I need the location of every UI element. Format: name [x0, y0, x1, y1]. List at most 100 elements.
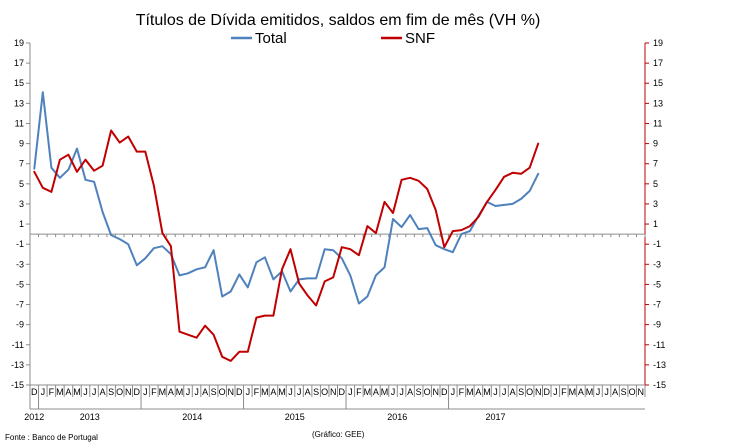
- month-label: M: [483, 387, 491, 397]
- month-label: F: [151, 387, 157, 397]
- month-label: J: [451, 387, 456, 397]
- left-tick-label: 3: [19, 199, 24, 209]
- month-label: M: [261, 387, 269, 397]
- month-label: A: [407, 387, 413, 397]
- month-label: O: [116, 387, 123, 397]
- right-tick-label: -9: [653, 320, 661, 330]
- month-label: A: [270, 387, 276, 397]
- month-label: S: [621, 387, 627, 397]
- month-label: M: [569, 387, 577, 397]
- month-label: A: [65, 387, 71, 397]
- month-label: M: [176, 387, 184, 397]
- right-tick-label: -5: [653, 279, 661, 289]
- series: [33, 91, 540, 362]
- month-label: S: [108, 387, 114, 397]
- left-tick-label: 11: [15, 118, 24, 128]
- month-label: A: [168, 387, 174, 397]
- series-line-snf: [33, 129, 540, 362]
- month-label: M: [466, 387, 474, 397]
- month-label: D: [339, 387, 346, 397]
- month-label: N: [125, 387, 132, 397]
- month-label: M: [278, 387, 286, 397]
- month-label: D: [31, 387, 38, 397]
- month-label: J: [399, 387, 404, 397]
- month-label: J: [246, 387, 251, 397]
- right-tick-label: 5: [653, 179, 658, 189]
- month-label: F: [49, 387, 55, 397]
- month-label: J: [297, 387, 302, 397]
- month-label: O: [526, 387, 533, 397]
- month-label: D: [134, 387, 141, 397]
- left-tick-label: 13: [14, 98, 24, 108]
- right-tick-label: 17: [653, 58, 663, 68]
- month-label: J: [553, 387, 558, 397]
- month-label: A: [100, 387, 106, 397]
- month-label: S: [211, 387, 217, 397]
- left-tick-label: -15: [11, 380, 24, 390]
- month-label: M: [56, 387, 64, 397]
- left-tick-label: 1: [19, 219, 24, 229]
- month-label: F: [356, 387, 362, 397]
- right-tick-label: 1: [653, 219, 658, 229]
- month-label: O: [321, 387, 328, 397]
- month-label: A: [475, 387, 481, 397]
- month-label: A: [578, 387, 584, 397]
- month-label: N: [227, 387, 234, 397]
- year-labels: 2012 2013 2014 2015 2016 2017: [24, 397, 506, 422]
- year-label: 2017: [486, 412, 506, 422]
- credit-note: (Gráfico: GEE): [312, 430, 365, 439]
- month-label: J: [493, 387, 498, 397]
- month-label: N: [432, 387, 439, 397]
- month-label: S: [416, 387, 422, 397]
- right-tick-label: -1: [653, 239, 661, 249]
- series-line-total: [33, 91, 540, 305]
- month-label: A: [305, 387, 311, 397]
- left-tick-label: -7: [16, 300, 24, 310]
- month-label: N: [535, 387, 542, 397]
- right-tick-label: 13: [653, 98, 663, 108]
- month-label: A: [612, 387, 618, 397]
- month-label: J: [92, 387, 97, 397]
- year-label: 2015: [285, 412, 305, 422]
- left-tick-label: 7: [19, 159, 24, 169]
- left-tick-label: -13: [11, 360, 24, 370]
- right-tick-label: -13: [653, 360, 666, 370]
- legend-label-total: Total: [255, 30, 287, 47]
- month-label: J: [41, 387, 46, 397]
- legend: Total SNF: [231, 30, 435, 47]
- axes: [29, 43, 646, 410]
- month-label: M: [159, 387, 167, 397]
- right-tick-label: 9: [653, 139, 658, 149]
- left-tick-label: 15: [14, 78, 24, 88]
- year-label: 2014: [182, 412, 202, 422]
- month-label: J: [391, 387, 396, 397]
- right-tick-label: -3: [653, 259, 661, 269]
- month-label: J: [194, 387, 199, 397]
- month-label: A: [510, 387, 516, 397]
- left-tick-label: 19: [14, 38, 24, 48]
- month-label: D: [544, 387, 551, 397]
- month-label: F: [459, 387, 465, 397]
- month-label: M: [73, 387, 81, 397]
- legend-label-snf: SNF: [405, 30, 435, 47]
- month-label: D: [236, 387, 243, 397]
- left-tick-label: 17: [14, 58, 24, 68]
- right-tick-label: 11: [653, 118, 662, 128]
- month-label: O: [219, 387, 226, 397]
- month-label: J: [502, 387, 507, 397]
- right-tick-label: 3: [653, 199, 658, 209]
- month-label: M: [364, 387, 372, 397]
- left-tick-label: 5: [19, 179, 24, 189]
- month-label: A: [373, 387, 379, 397]
- chart-title: Títulos de Dívida emitidos, saldos em fi…: [136, 12, 541, 29]
- month-label: O: [629, 387, 636, 397]
- year-label: 2016: [387, 412, 407, 422]
- month-label: J: [604, 387, 609, 397]
- year-label: 2012: [24, 412, 44, 422]
- month-label: O: [424, 387, 431, 397]
- left-tick-label: -11: [12, 340, 24, 350]
